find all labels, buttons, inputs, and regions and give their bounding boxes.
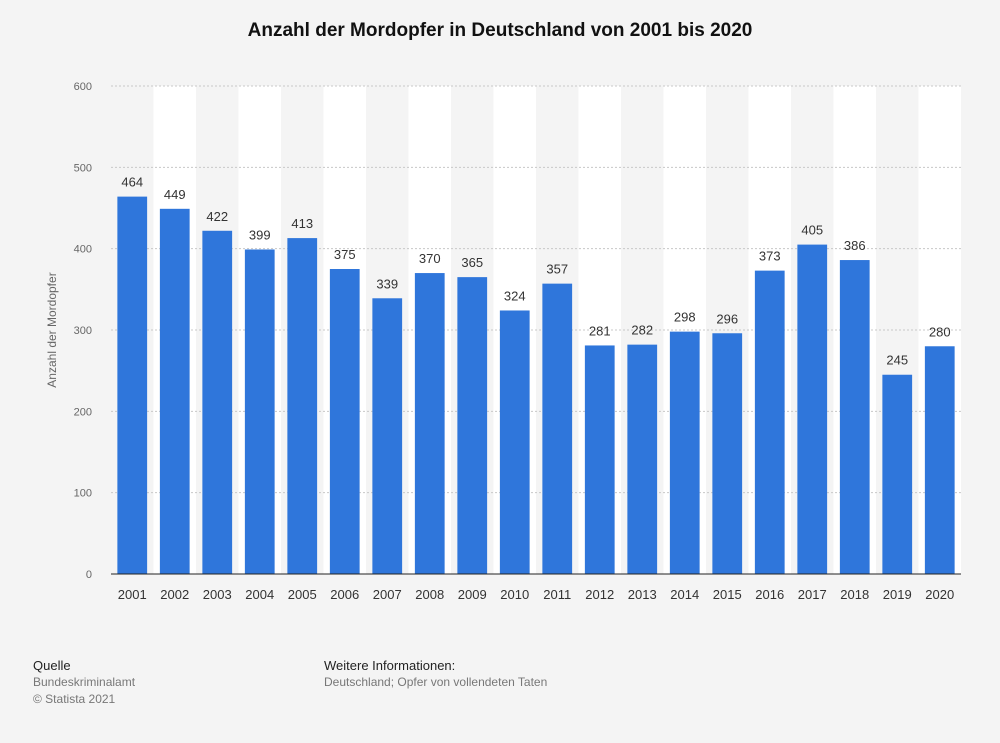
data-label: 245 bbox=[886, 353, 908, 368]
bar bbox=[797, 244, 828, 574]
data-label: 280 bbox=[929, 324, 951, 339]
x-tick-label: 2007 bbox=[373, 587, 402, 602]
data-label: 365 bbox=[461, 255, 483, 270]
data-label: 296 bbox=[716, 311, 738, 326]
chart-title: Anzahl der Mordopfer in Deutschland von … bbox=[247, 20, 753, 41]
x-tick-label: 2020 bbox=[925, 587, 954, 602]
data-label: 449 bbox=[164, 187, 186, 202]
data-label: 282 bbox=[631, 323, 653, 338]
bars bbox=[117, 196, 955, 575]
x-axis-ticks: 2001 2002 2003 2004 2005 2006 2007 2008 2009 2010… bbox=[118, 587, 954, 602]
bar bbox=[584, 345, 615, 574]
bar bbox=[669, 331, 700, 574]
data-label: 386 bbox=[844, 238, 866, 253]
data-label: 464 bbox=[121, 175, 143, 190]
data-label: 422 bbox=[206, 209, 228, 224]
bar bbox=[159, 208, 190, 574]
data-label: 298 bbox=[674, 310, 696, 325]
x-tick-label: 2010 bbox=[500, 587, 529, 602]
bar bbox=[924, 346, 955, 574]
bar bbox=[882, 374, 913, 574]
data-label: 375 bbox=[334, 247, 356, 262]
bar bbox=[287, 238, 318, 575]
bar bbox=[754, 270, 785, 574]
copyright: © Statista 2021 bbox=[33, 692, 116, 706]
x-tick-label: 2009 bbox=[458, 587, 487, 602]
x-tick-label: 2019 bbox=[883, 587, 912, 602]
bar bbox=[244, 249, 275, 575]
data-labels: 464 449 422 399 413 375 339 370 365 324 357 281 282 2… bbox=[121, 175, 950, 368]
data-label: 339 bbox=[376, 276, 398, 291]
bar-chart: 464 449 422 399 413 375 339 370 365 324 357 281 282 2… bbox=[45, 81, 961, 602]
x-tick-label: 2013 bbox=[628, 587, 657, 602]
x-tick-label: 2002 bbox=[160, 587, 189, 602]
bar bbox=[499, 310, 530, 574]
x-tick-label: 2004 bbox=[245, 587, 274, 602]
info-block: Weitere Informationen: Deutschland; Opfe… bbox=[324, 657, 547, 691]
bar bbox=[542, 283, 573, 574]
source-heading: Quelle bbox=[33, 658, 71, 673]
y-tick-label: 300 bbox=[74, 325, 92, 337]
data-label: 413 bbox=[291, 216, 313, 231]
source-block: Quelle Bundeskriminalamt © Statista 2021 bbox=[33, 657, 135, 708]
y-tick-label: 200 bbox=[74, 406, 92, 418]
bar bbox=[627, 344, 658, 574]
data-label: 370 bbox=[419, 251, 441, 266]
x-tick-label: 2015 bbox=[713, 587, 742, 602]
y-axis-ticks: 0 100 200 300 400 500 600 bbox=[74, 81, 92, 581]
data-label: 405 bbox=[801, 223, 823, 238]
info-text: Deutschland; Opfer von vollendeten Taten bbox=[324, 675, 548, 689]
info-heading: Weitere Informationen: bbox=[324, 658, 456, 673]
data-label: 399 bbox=[249, 227, 271, 242]
x-tick-label: 2008 bbox=[415, 587, 444, 602]
bar bbox=[414, 273, 445, 574]
x-tick-label: 2001 bbox=[118, 587, 147, 602]
data-label: 373 bbox=[759, 249, 781, 264]
x-tick-label: 2005 bbox=[288, 587, 317, 602]
x-tick-label: 2003 bbox=[203, 587, 232, 602]
y-tick-label: 500 bbox=[74, 162, 92, 174]
bar bbox=[329, 269, 360, 574]
x-tick-label: 2018 bbox=[840, 587, 869, 602]
x-tick-label: 2012 bbox=[585, 587, 614, 602]
y-tick-label: 400 bbox=[74, 244, 92, 256]
bar bbox=[839, 260, 870, 574]
y-tick-label: 100 bbox=[74, 488, 92, 500]
bar bbox=[117, 196, 148, 574]
bar bbox=[372, 298, 403, 574]
y-tick-label: 600 bbox=[74, 81, 92, 93]
x-tick-label: 2011 bbox=[543, 587, 571, 602]
source-name: Bundeskriminalamt bbox=[33, 675, 136, 689]
data-label: 357 bbox=[546, 262, 568, 277]
data-label: 281 bbox=[589, 323, 611, 338]
bar bbox=[202, 230, 233, 575]
x-tick-label: 2017 bbox=[798, 587, 827, 602]
y-axis-label: Anzahl der Mordopfer bbox=[45, 272, 59, 387]
bar bbox=[712, 333, 743, 574]
x-tick-label: 2006 bbox=[330, 587, 359, 602]
data-label: 324 bbox=[504, 288, 526, 303]
x-tick-label: 2014 bbox=[670, 587, 699, 602]
bar bbox=[457, 277, 488, 574]
x-tick-label: 2016 bbox=[755, 587, 784, 602]
y-tick-label: 0 bbox=[86, 569, 92, 581]
